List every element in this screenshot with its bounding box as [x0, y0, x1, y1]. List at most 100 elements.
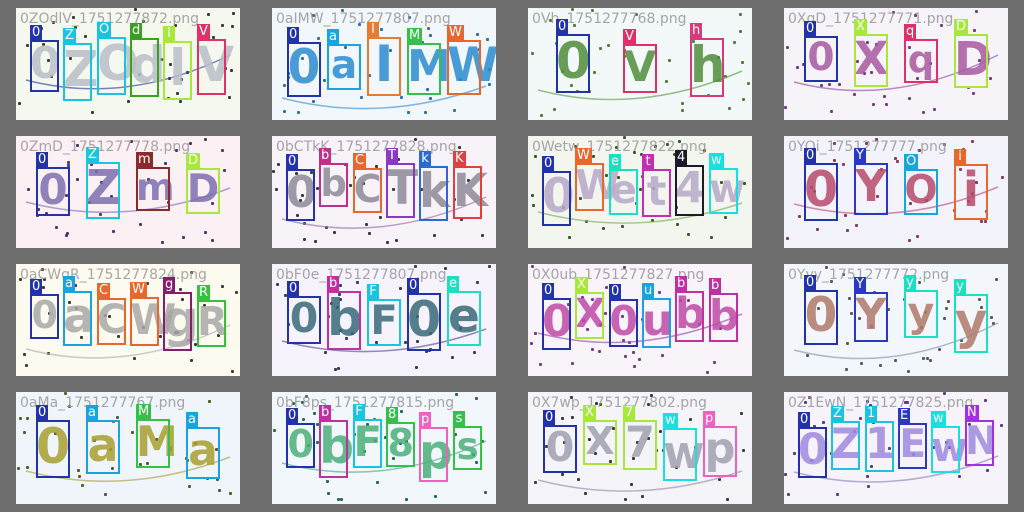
- noise-dot: [426, 88, 429, 91]
- noise-dot: [943, 317, 946, 320]
- captcha-glyph: e: [448, 289, 480, 344]
- detection-box: 0: [287, 27, 321, 97]
- noise-dot: [872, 103, 875, 106]
- noise-dot: [216, 478, 219, 481]
- noise-dot: [420, 188, 423, 191]
- noise-dot: [562, 206, 565, 209]
- noise-dot: [312, 14, 315, 17]
- detection-box: X: [583, 405, 617, 465]
- class-label: w: [663, 413, 678, 429]
- noise-curve: [537, 470, 743, 492]
- noise-dot: [43, 278, 46, 281]
- detection-box: 0: [542, 156, 572, 226]
- captcha-glyph: D: [186, 167, 220, 212]
- class-label: b: [327, 276, 340, 292]
- detection-box: 8: [386, 407, 416, 467]
- noise-dot: [138, 73, 141, 76]
- noise-dot: [340, 498, 343, 501]
- noise-dot: [894, 157, 897, 160]
- noise-dot: [605, 286, 608, 289]
- noise-dot: [571, 8, 574, 11]
- noise-dot: [687, 233, 690, 236]
- noise-dot: [896, 160, 899, 163]
- detection-box: K: [453, 151, 483, 219]
- noise-dot: [980, 306, 983, 309]
- noise-curve: [25, 324, 231, 359]
- noise-curve: [793, 322, 999, 360]
- class-label: 0: [543, 410, 556, 426]
- detection-box: y: [954, 279, 988, 353]
- noise-dot: [995, 278, 998, 281]
- noise-dot: [728, 107, 731, 110]
- noise-dot: [169, 63, 172, 66]
- noise-dot: [813, 190, 816, 193]
- noise-dot: [223, 169, 226, 172]
- noise-dot: [104, 314, 107, 317]
- noise-dot: [914, 14, 917, 17]
- noise-dot: [904, 401, 907, 404]
- noise-dot: [187, 339, 190, 342]
- class-label: X: [854, 19, 867, 35]
- captcha-glyph: s: [456, 425, 479, 468]
- noise-dot: [947, 300, 950, 303]
- noise-dot: [929, 359, 932, 362]
- noise-dot: [828, 83, 831, 86]
- captcha-glyph: D: [954, 32, 993, 86]
- noise-dot: [147, 178, 150, 181]
- detection-box: V: [197, 24, 227, 95]
- captcha-glyph: T: [386, 161, 419, 216]
- noise-dot: [23, 431, 26, 434]
- noise-dot: [476, 33, 479, 36]
- noise-dot: [584, 492, 587, 495]
- detection-box: w: [931, 411, 961, 473]
- noise-dot: [967, 200, 970, 203]
- noise-dot: [368, 74, 371, 77]
- noise-dot: [808, 396, 811, 399]
- noise-dot: [842, 163, 845, 166]
- detection-box: 0: [36, 405, 70, 478]
- noise-dot: [392, 457, 395, 460]
- detection-box: 0: [30, 25, 60, 92]
- captcha-glyph: C: [97, 297, 127, 343]
- noise-dot: [848, 297, 851, 300]
- class-label: 0: [804, 21, 817, 37]
- noise-dot: [678, 140, 681, 143]
- noise-dot: [856, 60, 859, 63]
- noise-curve: [537, 70, 743, 101]
- class-label: 0: [542, 283, 555, 299]
- noise-dot: [117, 335, 120, 338]
- noise-dot: [853, 93, 856, 96]
- captcha-glyph: d: [130, 36, 166, 94]
- detection-box: 0: [609, 284, 639, 347]
- class-label: K: [453, 151, 466, 167]
- noise-dot: [221, 285, 224, 288]
- noise-dot: [356, 281, 359, 284]
- noise-dot: [368, 232, 371, 235]
- noise-dot: [337, 367, 340, 370]
- noise-dot: [211, 202, 214, 205]
- class-label: a: [86, 405, 98, 421]
- noise-dot: [926, 357, 929, 360]
- captcha-glyph: F: [370, 298, 398, 344]
- noise-dot: [860, 362, 863, 365]
- noise-dot: [67, 161, 70, 164]
- captcha-glyph: b: [675, 289, 706, 339]
- class-label: Z: [63, 28, 76, 44]
- noise-dot: [444, 267, 447, 270]
- noise-dot: [706, 371, 709, 374]
- captcha-glyph: X: [854, 32, 889, 85]
- noise-dot: [414, 265, 417, 268]
- noise-dot: [341, 9, 344, 12]
- noise-dot: [386, 241, 389, 244]
- noise-dot: [327, 492, 330, 495]
- sample-tile: 0X7wp_1751277802.png 0 0 X X 7 7 w w p p: [512, 384, 768, 512]
- noise-curve: [793, 186, 999, 215]
- noise-dot: [938, 348, 941, 351]
- class-label: V: [623, 29, 636, 45]
- noise-dot: [301, 194, 304, 197]
